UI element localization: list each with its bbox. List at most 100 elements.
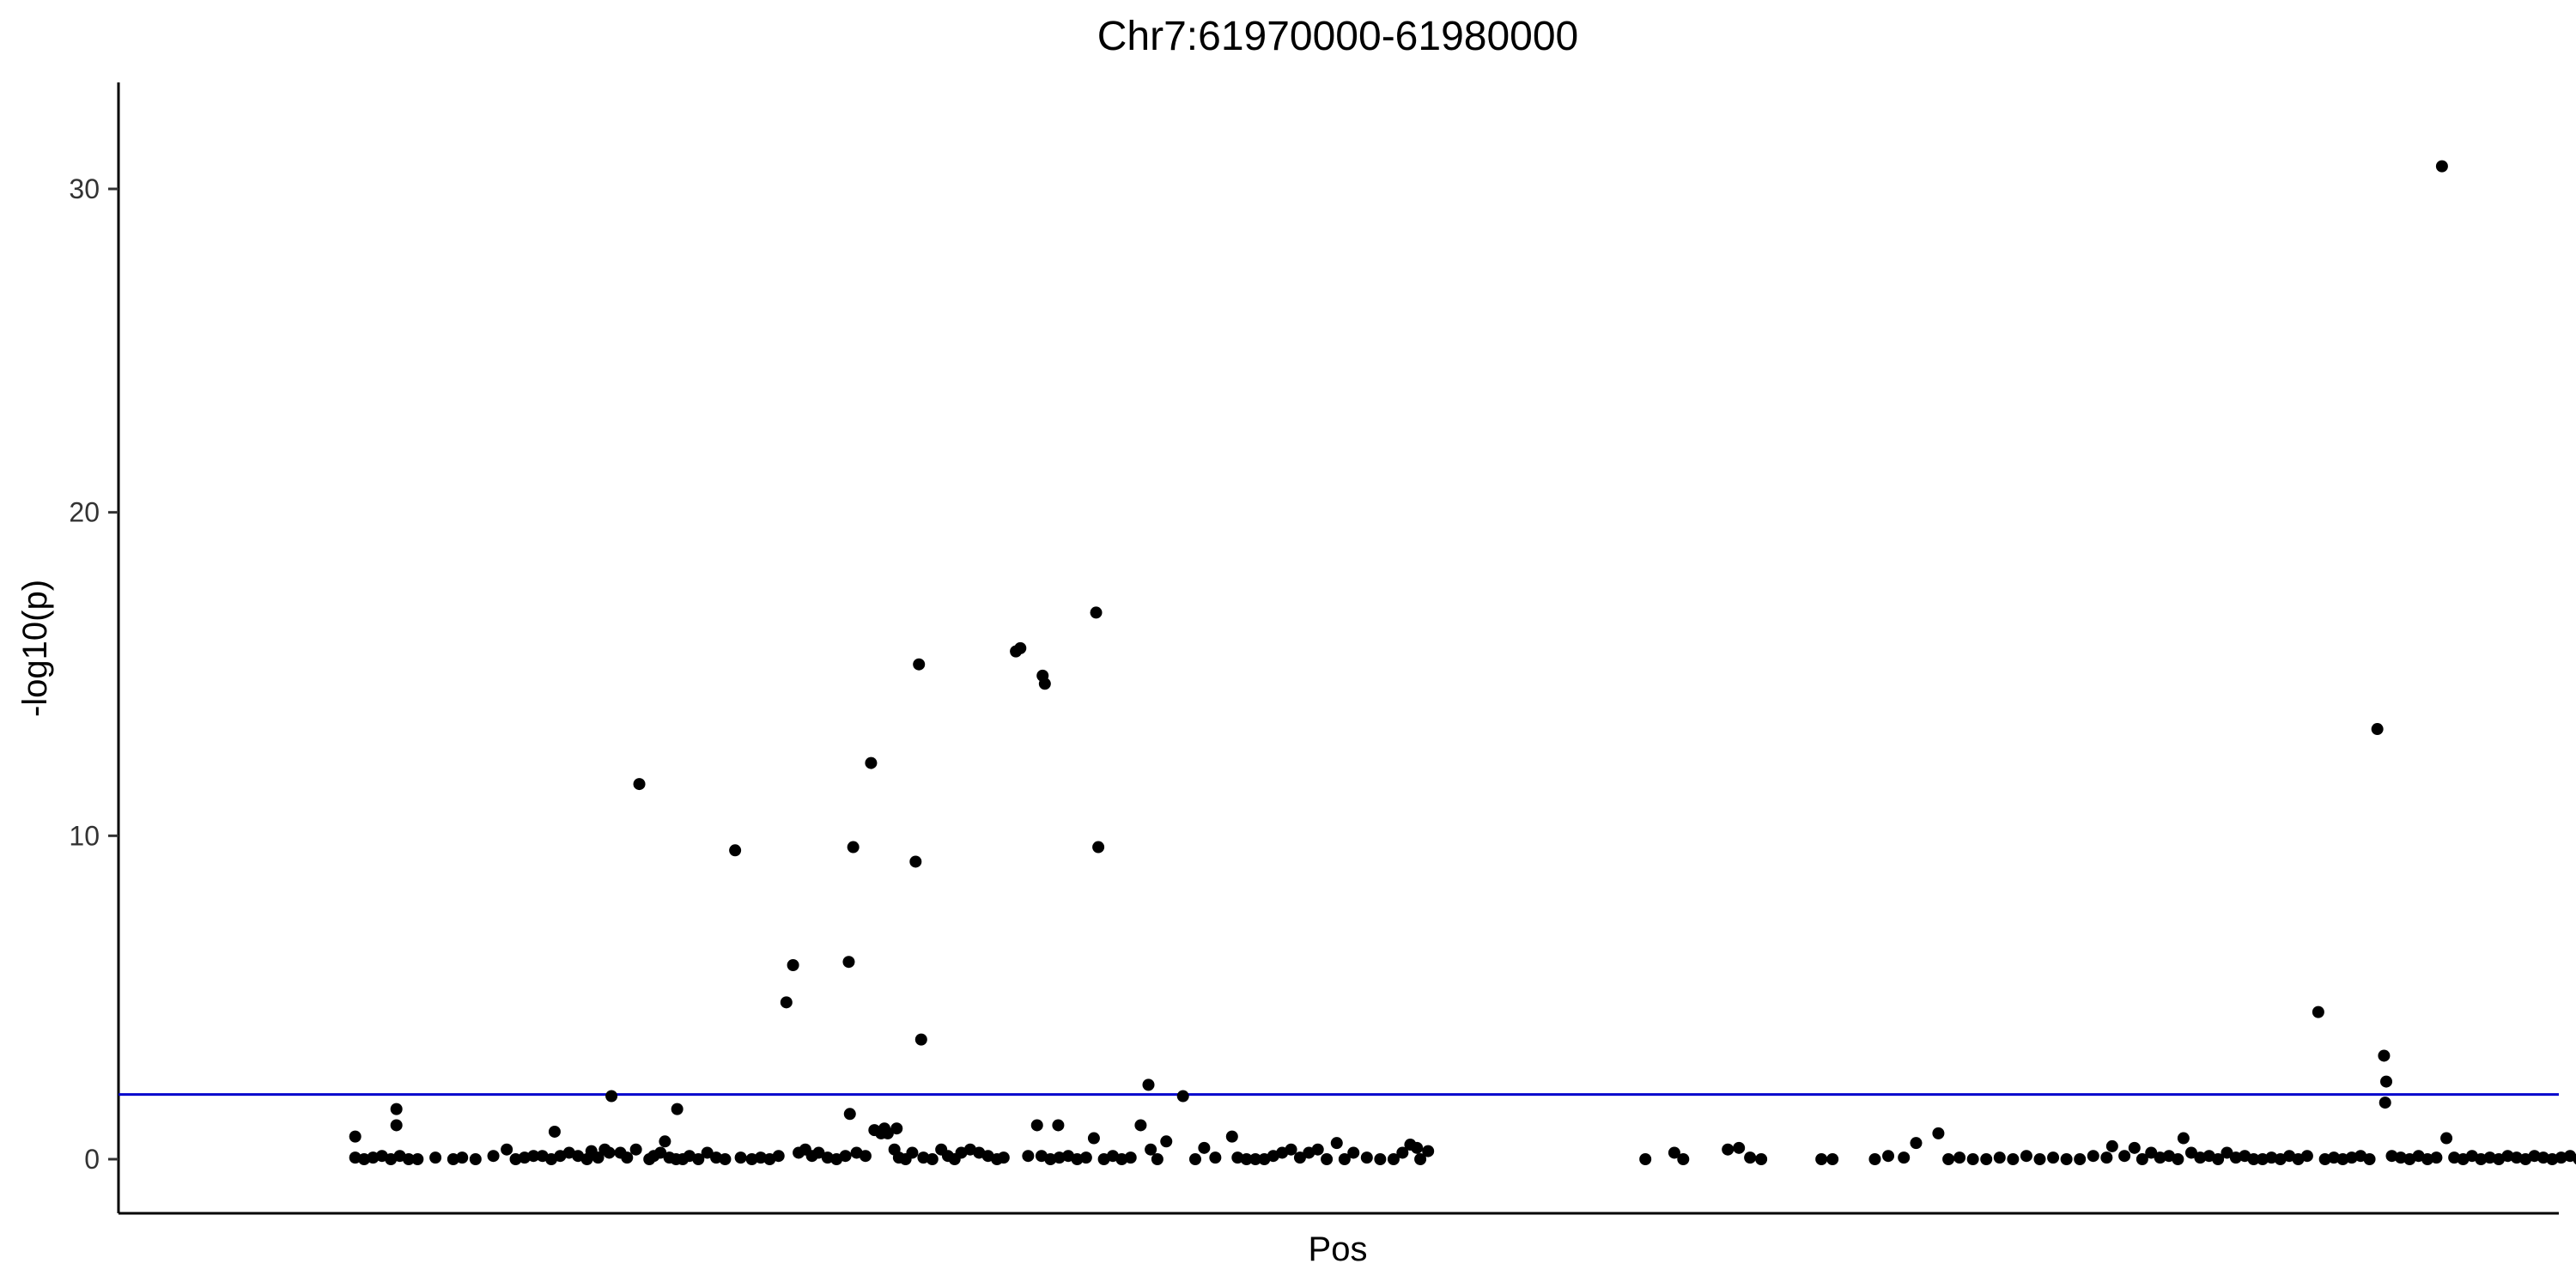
data-point	[2145, 1146, 2158, 1159]
data-point	[2501, 1150, 2514, 1163]
data-point	[1142, 1078, 1155, 1091]
data-point	[2100, 1151, 2113, 1164]
data-point	[1285, 1143, 1297, 1156]
data-point	[719, 1153, 732, 1165]
data-point	[859, 1150, 872, 1163]
data-point	[1868, 1153, 1881, 1165]
data-point	[1966, 1153, 1979, 1165]
data-point	[367, 1151, 380, 1164]
data-point	[2440, 1132, 2453, 1145]
data-point	[469, 1153, 482, 1165]
data-point	[1411, 1141, 1424, 1154]
data-point	[772, 1150, 785, 1163]
data-point	[1993, 1151, 2006, 1164]
data-point	[1882, 1150, 1895, 1163]
data-point	[745, 1153, 758, 1165]
data-point	[847, 841, 860, 854]
data-point	[447, 1153, 459, 1165]
data-point	[1826, 1153, 1839, 1165]
data-point	[1160, 1135, 1173, 1148]
data-point	[1330, 1137, 1343, 1150]
data-point	[906, 1146, 919, 1159]
data-point	[2328, 1151, 2341, 1164]
data-point	[2247, 1153, 2260, 1165]
data-point	[1052, 1119, 1065, 1132]
x-axis-label: Pos	[1309, 1230, 1368, 1268]
data-point	[2229, 1151, 2242, 1164]
data-point	[1209, 1151, 1222, 1164]
data-point	[603, 1146, 616, 1159]
data-point	[839, 1150, 852, 1163]
data-point	[2007, 1153, 2020, 1165]
data-point	[1231, 1151, 1244, 1164]
data-point	[2448, 1151, 2461, 1164]
data-point	[729, 844, 742, 857]
data-point	[1953, 1151, 1966, 1164]
data-point	[926, 1153, 939, 1165]
data-point	[1387, 1153, 1400, 1165]
data-point	[518, 1151, 531, 1164]
data-point	[821, 1151, 834, 1164]
data-point	[501, 1143, 513, 1156]
data-point	[1980, 1153, 1993, 1165]
data-point	[2385, 1150, 2398, 1163]
data-point	[429, 1151, 442, 1164]
data-point	[1755, 1153, 1768, 1165]
data-point	[2172, 1153, 2184, 1165]
data-point	[2020, 1150, 2032, 1163]
data-point	[2221, 1146, 2233, 1159]
data-point	[456, 1151, 469, 1164]
data-point	[812, 1146, 825, 1159]
data-point	[592, 1151, 605, 1164]
data-point	[2510, 1151, 2523, 1164]
data-point	[349, 1130, 361, 1143]
data-point	[780, 996, 793, 1009]
data-point	[1249, 1153, 1262, 1165]
data-point	[2300, 1150, 2313, 1163]
data-point	[2430, 1151, 2443, 1164]
data-point	[2528, 1150, 2541, 1163]
data-point	[842, 956, 855, 969]
data-point	[2136, 1153, 2148, 1165]
data-point	[2421, 1153, 2434, 1165]
data-points	[349, 160, 2576, 1165]
data-point	[411, 1153, 424, 1165]
data-point	[1079, 1151, 1092, 1164]
data-point	[1176, 1090, 1189, 1103]
data-point	[2087, 1150, 2099, 1163]
data-point	[2177, 1132, 2190, 1145]
chart-title: Chr7:61970000-61980000	[1097, 14, 1578, 59]
data-point	[1134, 1119, 1147, 1132]
data-point	[1932, 1127, 1945, 1139]
data-point	[1090, 606, 1103, 619]
data-point	[913, 658, 926, 671]
data-point	[1311, 1143, 1324, 1156]
data-point	[548, 1125, 561, 1138]
data-point	[487, 1150, 500, 1163]
data-point	[358, 1153, 371, 1165]
data-point	[671, 1103, 683, 1115]
data-point	[2537, 1151, 2549, 1164]
data-point	[1815, 1153, 1828, 1165]
data-point	[997, 1151, 1010, 1164]
data-point	[2128, 1141, 2141, 1154]
data-point	[629, 1143, 642, 1156]
data-point	[734, 1151, 747, 1164]
data-point	[1942, 1153, 1955, 1165]
data-point	[1014, 641, 1027, 654]
data-point	[2380, 1075, 2393, 1088]
data-point	[1910, 1137, 1923, 1150]
y-ticks: 0 10 20 30	[69, 173, 118, 1175]
data-point	[2047, 1151, 2060, 1164]
data-point	[1115, 1153, 1128, 1165]
data-point	[2379, 1097, 2391, 1109]
y-tick-label: 20	[69, 497, 100, 528]
data-point	[865, 756, 878, 769]
data-point	[1030, 1119, 1043, 1132]
data-point	[881, 1127, 894, 1139]
data-point	[1044, 1153, 1057, 1165]
data-point	[787, 959, 799, 971]
data-point	[2573, 1153, 2576, 1165]
data-point	[1038, 677, 1051, 690]
